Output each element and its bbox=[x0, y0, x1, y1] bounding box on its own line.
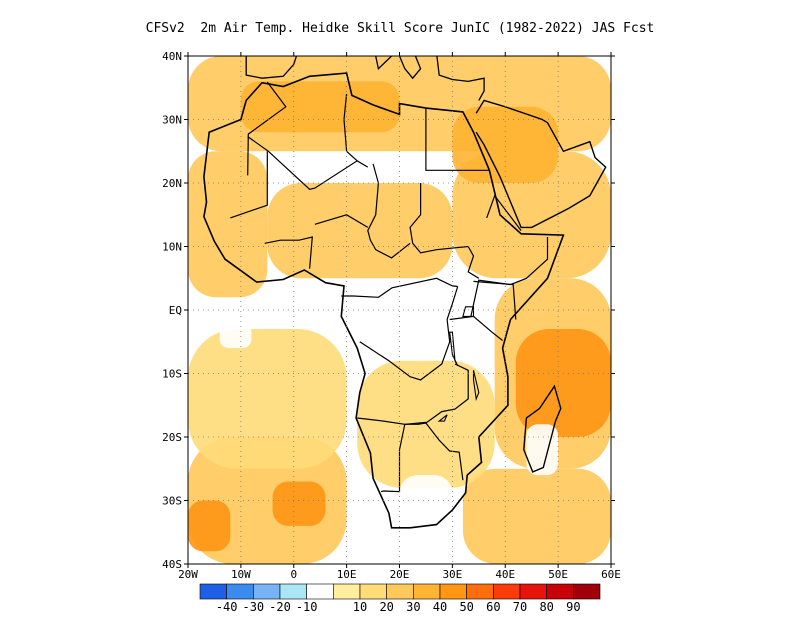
colorbar-swatch bbox=[253, 583, 281, 600]
colorbar-swatch bbox=[493, 583, 521, 600]
colorbar-swatch bbox=[573, 583, 601, 600]
colorbar: -40 -30 -20 -10 10 20 30 40 50 60 70 80 90 bbox=[199, 583, 601, 614]
x-tick-label: 50E bbox=[548, 568, 568, 581]
skill-region bbox=[267, 183, 453, 279]
colorbar-swatch bbox=[306, 583, 334, 600]
colorbar-label: -40 bbox=[216, 600, 238, 614]
anatolia-coastline bbox=[436, 56, 485, 101]
x-tick-label: 40E bbox=[495, 568, 515, 581]
skill-region bbox=[462, 468, 611, 564]
colorbar-swatch bbox=[199, 583, 227, 600]
colorbar-swatch bbox=[359, 583, 387, 600]
colorbar-label: 10 bbox=[353, 600, 367, 614]
country-border bbox=[359, 286, 459, 381]
country-border bbox=[357, 417, 426, 425]
coastlines-and-borders bbox=[203, 56, 607, 529]
africa-coastline bbox=[203, 72, 565, 529]
colorbar-label: -30 bbox=[242, 600, 264, 614]
country-border bbox=[367, 163, 411, 259]
lake-outline bbox=[437, 414, 448, 422]
latitude-axis: 40N 30N 20N 10N EQ 10S 20S 30S 40S bbox=[162, 50, 615, 571]
skill-region bbox=[188, 151, 268, 298]
colorbar-swatch bbox=[333, 583, 361, 600]
colorbar-swatch bbox=[439, 583, 467, 600]
skill-region bbox=[188, 500, 231, 552]
map-title: CFSv2 2m Air Temp. Heidke Skill Score Ju… bbox=[145, 21, 655, 36]
x-tick-label: 0 bbox=[290, 568, 297, 581]
country-border bbox=[230, 151, 268, 219]
country-border bbox=[341, 277, 458, 298]
colorbar-swatch bbox=[413, 583, 441, 600]
country-border bbox=[409, 183, 480, 279]
lake-outline bbox=[472, 370, 480, 401]
colorbar-label: 70 bbox=[513, 600, 527, 614]
colorbar-label: 90 bbox=[566, 600, 580, 614]
arabia-coastline bbox=[475, 99, 607, 229]
y-tick-label: 30N bbox=[162, 114, 182, 127]
country-border bbox=[247, 136, 369, 190]
country-border bbox=[425, 363, 469, 424]
skill-region bbox=[188, 329, 347, 469]
country-border bbox=[470, 237, 549, 317]
x-tick-label: 10E bbox=[337, 568, 357, 581]
europe-coastline bbox=[245, 56, 422, 80]
colorbar-swatch bbox=[519, 583, 547, 600]
colorbar-swatch bbox=[279, 583, 307, 600]
colorbar-swatch bbox=[386, 583, 414, 600]
x-tick-label: 20W bbox=[178, 568, 198, 581]
skill-region bbox=[399, 475, 453, 526]
x-tick-label: 10W bbox=[231, 568, 251, 581]
country-border bbox=[343, 94, 358, 162]
y-tick-label: 40N bbox=[162, 50, 182, 63]
x-tick-label: 60E bbox=[601, 568, 621, 581]
colorbar-swatch bbox=[466, 583, 494, 600]
skill-region bbox=[219, 322, 252, 349]
colorbar-label: 60 bbox=[486, 600, 500, 614]
skill-region bbox=[526, 424, 559, 476]
country-border bbox=[264, 236, 313, 269]
colorbar-label: 30 bbox=[406, 600, 420, 614]
y-tick-label: 10N bbox=[162, 241, 182, 254]
country-border bbox=[314, 214, 369, 228]
y-tick-label: 20N bbox=[162, 177, 182, 190]
country-border bbox=[425, 108, 490, 171]
country-border bbox=[486, 194, 522, 231]
colorbar-label: -20 bbox=[269, 600, 291, 614]
y-tick-label: EQ bbox=[169, 304, 182, 317]
country-border bbox=[398, 422, 464, 481]
y-tick-label: 10S bbox=[162, 368, 182, 381]
colorbar-label: 40 bbox=[433, 600, 447, 614]
skill-region bbox=[240, 81, 400, 133]
colorbar-swatch bbox=[546, 583, 574, 600]
skill-region bbox=[515, 329, 611, 437]
lake-outline bbox=[449, 331, 459, 367]
longitude-axis: 20W 10W 0 10E 20E 30E 40E 50E 60E bbox=[178, 52, 621, 581]
country-border bbox=[449, 315, 503, 341]
colorbar-label: 80 bbox=[539, 600, 553, 614]
y-tick-label: 40S bbox=[162, 558, 182, 571]
colorbar-label: 20 bbox=[379, 600, 393, 614]
x-tick-label: 30E bbox=[442, 568, 462, 581]
country-border bbox=[247, 81, 287, 176]
lake-outline bbox=[462, 306, 475, 317]
y-tick-label: 20S bbox=[162, 431, 182, 444]
x-tick-label: 20E bbox=[390, 568, 410, 581]
colorbar-label: 50 bbox=[459, 600, 473, 614]
colorbar-swatch bbox=[226, 583, 254, 600]
skill-score-field bbox=[188, 56, 611, 564]
lat-lon-gridlines bbox=[188, 56, 611, 564]
colorbar-label: -10 bbox=[296, 600, 318, 614]
skill-region bbox=[452, 106, 559, 183]
y-tick-label: 30S bbox=[162, 495, 182, 508]
country-border bbox=[473, 280, 517, 320]
madagascar-coastline bbox=[523, 384, 562, 473]
skill-region bbox=[272, 481, 326, 526]
